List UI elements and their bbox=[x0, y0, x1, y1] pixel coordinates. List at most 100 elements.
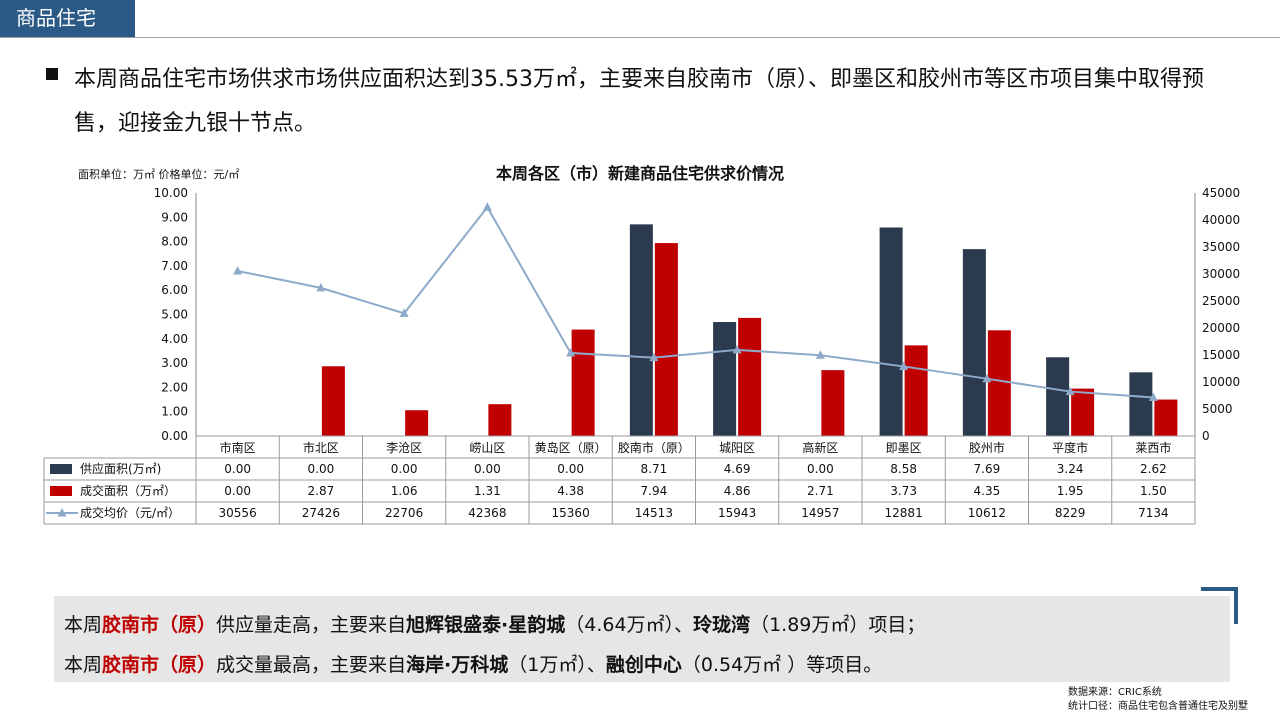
left-axis-tick-label: 2.00 bbox=[161, 380, 188, 394]
price-point bbox=[649, 352, 659, 362]
category-label: 高新区 bbox=[802, 440, 838, 455]
right-axis-tick-label: 15000 bbox=[1202, 348, 1240, 362]
highlight-city: 胶南市（原） bbox=[102, 614, 217, 636]
data-label: 1.95 bbox=[1057, 484, 1084, 498]
data-label: 0.00 bbox=[557, 462, 584, 476]
right-axis-tick-label: 10000 bbox=[1202, 375, 1240, 389]
data-label: 3.73 bbox=[890, 484, 917, 498]
data-label: 8229 bbox=[1055, 506, 1086, 520]
left-axis-tick-label: 4.00 bbox=[161, 332, 188, 346]
right-axis-tick-label: 5000 bbox=[1202, 402, 1233, 416]
left-axis-tick-label: 9.00 bbox=[161, 210, 188, 224]
highlight-project: 海岸·万科城 bbox=[406, 654, 509, 676]
deal-bar bbox=[821, 370, 845, 436]
supply-bar bbox=[962, 249, 986, 436]
intro-text: 本周商品住宅市场供求市场供应面积达到35.53万㎡，主要来自胶南市（原）、即墨区… bbox=[74, 67, 1204, 136]
data-label: 1.50 bbox=[1140, 484, 1167, 498]
deal-bar bbox=[405, 410, 429, 436]
data-label: 14513 bbox=[635, 506, 673, 520]
highlight-city: 胶南市（原） bbox=[102, 654, 217, 676]
right-axis-tick-label: 30000 bbox=[1202, 267, 1240, 281]
price-point bbox=[815, 350, 825, 359]
legend-swatch bbox=[50, 486, 72, 496]
deal-bar bbox=[321, 366, 345, 436]
data-label: 7.69 bbox=[974, 462, 1001, 476]
left-axis-tick-label: 3.00 bbox=[161, 356, 188, 370]
left-axis-tick-label: 6.00 bbox=[161, 283, 188, 297]
data-label: 4.69 bbox=[724, 462, 751, 476]
price-point bbox=[566, 348, 576, 357]
price-point bbox=[482, 202, 492, 211]
data-label: 12881 bbox=[885, 506, 923, 520]
price-point bbox=[233, 265, 243, 275]
data-label: 0.00 bbox=[391, 462, 418, 476]
data-label: 42368 bbox=[468, 506, 506, 520]
data-label: 2.71 bbox=[807, 484, 834, 498]
bullet-square-icon bbox=[46, 68, 58, 80]
data-label: 27426 bbox=[302, 506, 340, 520]
left-axis-tick-label: 8.00 bbox=[161, 235, 188, 249]
data-label: 8.71 bbox=[641, 462, 668, 476]
price-point bbox=[899, 361, 909, 370]
summary-callout: 本周胶南市（原）供应量走高，主要来自旭辉银盛泰·星韵城（4.64万㎡）、玲珑湾（… bbox=[54, 596, 1230, 682]
left-axis-tick-label: 10.00 bbox=[154, 186, 188, 200]
right-axis-tick-label: 25000 bbox=[1202, 294, 1240, 308]
price-point bbox=[1148, 392, 1158, 401]
units-note: 面积单位：万㎡ 价格单位：元/㎡ bbox=[78, 168, 240, 181]
source-line: 数据来源：CRIC系统 bbox=[1068, 687, 1162, 698]
category-label: 李沧区 bbox=[386, 440, 422, 455]
category-label: 即墨区 bbox=[886, 441, 922, 455]
data-label: 15943 bbox=[718, 506, 756, 520]
supply-bar bbox=[1046, 357, 1070, 436]
price-point bbox=[399, 308, 409, 317]
summary-line-supply: 本周胶南市（原）供应量走高，主要来自旭辉银盛泰·星韵城（4.64万㎡）、玲珑湾（… bbox=[64, 614, 926, 636]
highlight-project: 融创中心 bbox=[605, 654, 682, 676]
legend-marker bbox=[57, 508, 67, 517]
data-source: 数据来源：CRIC系统 统计口径：商品住宅包含普通住宅及别墅 bbox=[1068, 686, 1248, 714]
legend-label: 供应面积(万㎡) bbox=[80, 461, 161, 476]
supply-bar bbox=[879, 227, 903, 436]
deal-bar bbox=[488, 404, 512, 436]
deal-bar bbox=[738, 317, 762, 436]
summary-line-deal: 本周胶南市（原）成交量最高，主要来自海岸·万科城（1万㎡）、融创中心（0.54万… bbox=[64, 654, 883, 676]
right-axis-tick-label: 35000 bbox=[1202, 240, 1240, 254]
data-label: 7134 bbox=[1138, 506, 1169, 520]
price-line bbox=[237, 205, 1154, 399]
data-label: 15360 bbox=[552, 506, 590, 520]
supply-bar bbox=[629, 224, 653, 436]
category-label: 黄岛区（原） bbox=[535, 440, 607, 455]
deal-bar bbox=[654, 243, 678, 436]
supply-bar bbox=[713, 322, 737, 436]
supply-bar bbox=[1129, 372, 1153, 436]
price-point bbox=[1065, 386, 1075, 396]
deal-bar bbox=[904, 345, 928, 436]
price-point bbox=[316, 282, 326, 292]
data-label: 4.35 bbox=[974, 484, 1001, 498]
data-label: 0.00 bbox=[474, 462, 501, 476]
deal-bar bbox=[571, 329, 595, 436]
data-label: 7.94 bbox=[641, 484, 668, 498]
deal-bar bbox=[987, 330, 1011, 436]
data-label: 0.00 bbox=[308, 462, 335, 476]
legend-label: 成交均价（元/㎡） bbox=[80, 505, 180, 520]
legend-label: 成交面积（万㎡） bbox=[80, 483, 176, 498]
category-label: 城阳区 bbox=[719, 441, 755, 455]
data-label: 2.87 bbox=[308, 484, 335, 498]
section-title: 商品住宅 bbox=[0, 0, 135, 37]
data-label: 0.00 bbox=[224, 462, 251, 476]
highlight-project: 旭辉银盛泰·星韵城 bbox=[406, 614, 566, 636]
data-label: 10612 bbox=[968, 506, 1006, 520]
category-label: 胶州市 bbox=[969, 440, 1005, 455]
left-axis-tick-label: 1.00 bbox=[161, 405, 188, 419]
price-point bbox=[982, 373, 992, 383]
deal-bar bbox=[1154, 399, 1178, 436]
chart-title: 本周各区（市）新建商品住宅供求价情况 bbox=[495, 164, 784, 183]
category-label: 平度市 bbox=[1052, 440, 1088, 455]
header-bar bbox=[0, 0, 1280, 38]
category-label: 市北区 bbox=[303, 440, 339, 455]
data-label: 0.00 bbox=[224, 484, 251, 498]
category-label: 崂山区 bbox=[469, 441, 505, 455]
data-label: 30556 bbox=[219, 506, 257, 520]
right-axis-tick-label: 0 bbox=[1202, 429, 1210, 443]
